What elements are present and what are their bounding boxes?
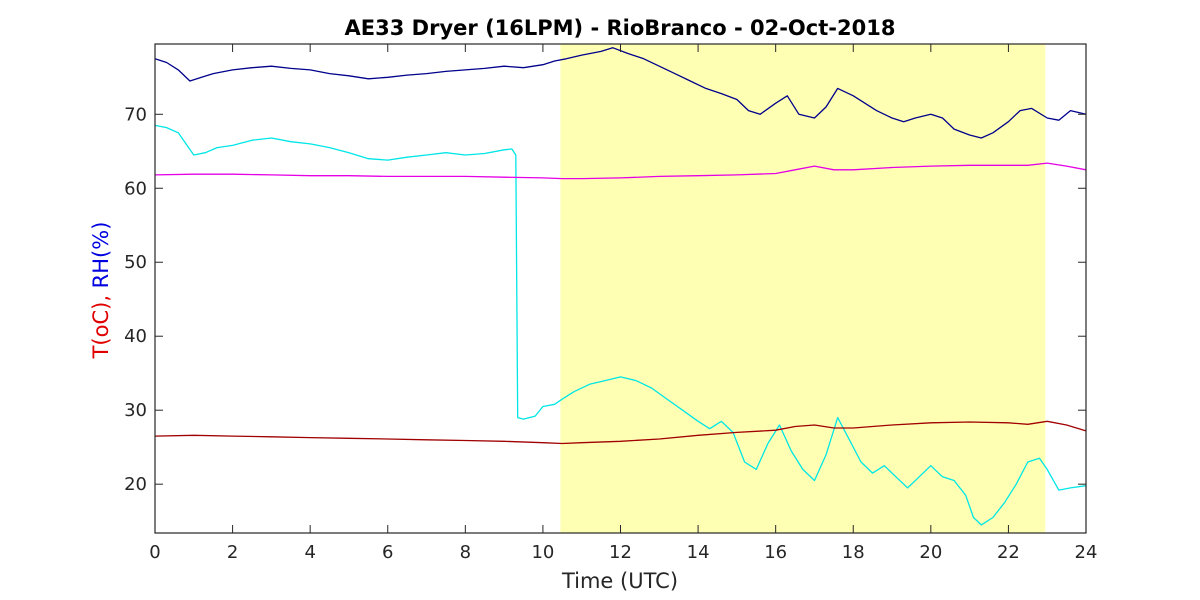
x-tick-label: 10 xyxy=(531,542,554,563)
y-axis-label-part-2: RH(%) xyxy=(89,222,113,295)
x-axis-label: Time (UTC) xyxy=(561,569,678,593)
y-axis-label-part-1: T(oC), xyxy=(89,295,113,359)
x-tick-label: 20 xyxy=(919,542,942,563)
y-axis-label: T(oC), RH(%) xyxy=(89,222,113,360)
x-tick-label: 0 xyxy=(149,542,160,563)
series-line-2 xyxy=(154,124,1087,526)
y-tick-label: 20 xyxy=(124,474,147,495)
series-line-4 xyxy=(154,420,1087,445)
x-tick-label: 24 xyxy=(1075,542,1098,563)
x-tick-label: 18 xyxy=(842,542,865,563)
series-line-3 xyxy=(154,162,1087,180)
series-line-1 xyxy=(154,47,1087,139)
y-tick-label: 60 xyxy=(124,178,147,199)
x-tick-label: 22 xyxy=(997,542,1020,563)
chart-title: AE33 Dryer (16LPM) - RioBranco - 02-Oct-… xyxy=(345,16,896,40)
y-tick-label: 40 xyxy=(124,326,147,347)
x-tick-label: 4 xyxy=(304,542,315,563)
y-tick-label: 50 xyxy=(124,252,147,273)
x-tick-label: 2 xyxy=(227,542,238,563)
x-tick-label: 8 xyxy=(460,542,471,563)
y-tick-label: 30 xyxy=(124,400,147,421)
x-tick-label: 6 xyxy=(382,542,393,563)
x-tick-label: 14 xyxy=(687,542,710,563)
y-tick-label: 70 xyxy=(124,104,147,125)
highlight-band xyxy=(560,44,1046,533)
x-tick-label: 16 xyxy=(764,542,787,563)
series-layer xyxy=(154,47,1087,526)
x-tick-label: 12 xyxy=(609,542,632,563)
